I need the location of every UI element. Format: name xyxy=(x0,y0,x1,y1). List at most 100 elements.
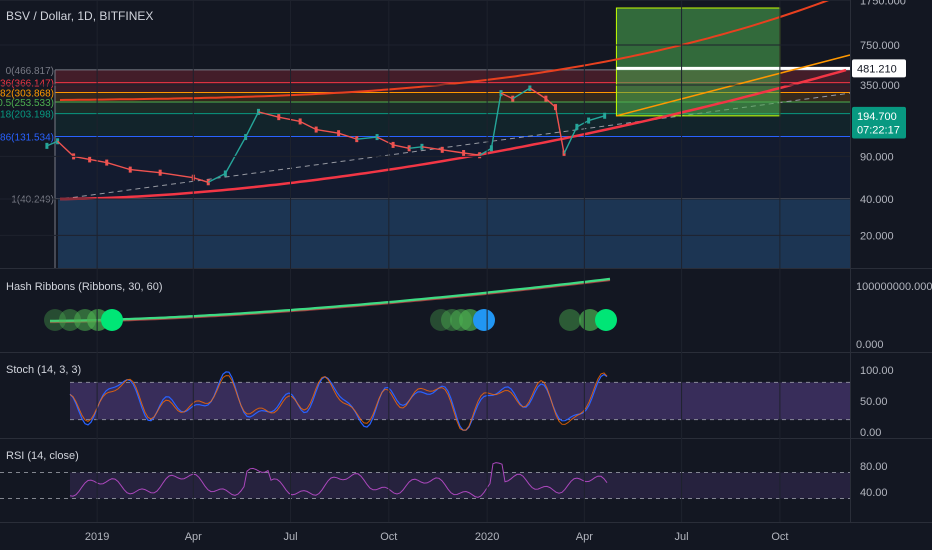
stoch-band xyxy=(70,382,850,420)
price-point[interactable] xyxy=(603,112,607,119)
price-segment xyxy=(224,136,247,174)
price-segment xyxy=(46,140,58,147)
x-tick-label: Oct xyxy=(380,531,397,543)
fib-level-label: .786(131.534) xyxy=(0,132,54,143)
fib-level-label: 1(40.249) xyxy=(11,195,54,206)
fib-level-label: .236(366.147) xyxy=(0,79,54,90)
price-point[interactable] xyxy=(511,95,515,102)
price-segment xyxy=(576,119,589,128)
price-segment xyxy=(409,146,423,149)
price-tag-label: 481.210 xyxy=(857,63,897,75)
y-tick-label: 1750.000 xyxy=(860,0,906,7)
price-segment xyxy=(442,149,464,154)
fib-level-label: 0.5(253.533) xyxy=(0,98,54,109)
price-segment xyxy=(57,140,75,157)
price-segment xyxy=(316,128,339,134)
rsi-line xyxy=(69,462,608,498)
y-tick-label: 350.000 xyxy=(860,80,900,92)
price-segment xyxy=(421,146,443,151)
y-tick-label: 80.00 xyxy=(860,461,888,473)
hash-ribbons-pane[interactable]: 100000000.000 0.000 xyxy=(0,269,932,352)
fib-level-label: .618(203.198) xyxy=(0,110,54,121)
x-tick-label: Oct xyxy=(771,531,788,543)
fib-zone xyxy=(55,136,850,199)
x-tick-label: Apr xyxy=(185,531,202,543)
price-segment xyxy=(338,132,357,140)
price-tag-bg xyxy=(852,106,906,125)
stoch-d-line xyxy=(69,372,608,431)
hash-signal-dot xyxy=(559,309,581,331)
y-tick-label: 90.000 xyxy=(860,151,894,163)
price-segment xyxy=(258,111,279,118)
fib-zone xyxy=(55,82,850,93)
y-tick-label: 100000000.000 xyxy=(856,281,932,293)
y-tick-label: 50.00 xyxy=(860,396,888,408)
fib-zone xyxy=(55,92,850,102)
price-segment xyxy=(356,136,378,140)
price-segment xyxy=(130,168,161,174)
y-tick-label: 750.000 xyxy=(860,40,900,52)
rsi-title: RSI (14, close) xyxy=(6,450,79,462)
hash-signal-dot xyxy=(473,309,495,331)
fib-level-label: 0(466.817) xyxy=(6,66,54,77)
stoch-pane[interactable]: 100.00 50.00 0.00 xyxy=(69,365,894,439)
hash-signal-dot xyxy=(595,309,617,331)
price-segment xyxy=(563,126,578,154)
price-segment xyxy=(500,92,514,100)
price-segment xyxy=(376,136,394,146)
y-tick-label: 0.000 xyxy=(856,339,884,351)
price-segment xyxy=(545,98,556,108)
price-segment xyxy=(245,111,260,138)
y-tick-label: 20.000 xyxy=(860,230,894,242)
channel-lower xyxy=(60,68,847,201)
x-tick-label: Jul xyxy=(675,531,689,543)
price-tag-label: 194.700 xyxy=(857,111,897,123)
price-segment xyxy=(479,147,492,156)
price-tag-bg xyxy=(852,120,906,139)
channel-upper xyxy=(59,0,832,101)
hash-ribbons-title: Hash Ribbons (Ribbons, 30, 60) xyxy=(6,281,163,293)
price-segment xyxy=(299,120,317,131)
x-tick-label: Apr xyxy=(576,531,593,543)
x-tick-label: 2019 xyxy=(85,531,109,543)
price-segment xyxy=(554,106,565,154)
fib-level-label: .382(303.868) xyxy=(0,88,54,99)
hash-pane-bg xyxy=(0,269,850,352)
lower-shade xyxy=(58,198,850,268)
chart-title: BSV / Dollar, 1D, BITFINEX xyxy=(6,9,153,23)
price-segment xyxy=(512,87,531,100)
price-tag-bg xyxy=(852,59,906,78)
price-segment xyxy=(463,152,480,156)
y-tick-label: 40.00 xyxy=(860,487,888,499)
stoch-title: Stoch (14, 3, 3) xyxy=(6,364,81,376)
y-tick-label: 0.00 xyxy=(860,427,881,439)
price-tag-label: 07:22:17 xyxy=(857,125,900,137)
x-tick-label: 2020 xyxy=(475,531,499,543)
rsi-pane[interactable]: 80.00 40.00 xyxy=(0,461,888,499)
rsi-band xyxy=(70,472,850,499)
hash-signal-dot xyxy=(101,309,123,331)
price-segment xyxy=(160,171,194,179)
y-tick-label: 100.00 xyxy=(860,365,894,377)
x-tick-label: Jul xyxy=(283,531,297,543)
price-segment xyxy=(207,172,226,183)
price-segment xyxy=(392,144,410,149)
hash-signal-dot xyxy=(44,309,66,331)
hash-ribbon-fast xyxy=(50,277,611,323)
stoch-k-line xyxy=(69,371,608,431)
price-segment xyxy=(588,115,605,122)
price-segment xyxy=(278,116,301,123)
price-segment xyxy=(73,155,90,161)
price-segment xyxy=(490,93,502,149)
hash-ribbon-slow xyxy=(50,279,611,324)
price-segment xyxy=(106,161,131,171)
price-segment xyxy=(529,87,547,100)
fib-zone xyxy=(55,101,850,114)
price-pane[interactable]: 0(466.817) .236(366.147).382(303.868)0.5(… xyxy=(0,0,906,268)
hash-signal-dot xyxy=(430,309,452,331)
fib-zone xyxy=(55,113,850,137)
price-segment xyxy=(193,177,209,183)
price-segment xyxy=(89,158,107,164)
